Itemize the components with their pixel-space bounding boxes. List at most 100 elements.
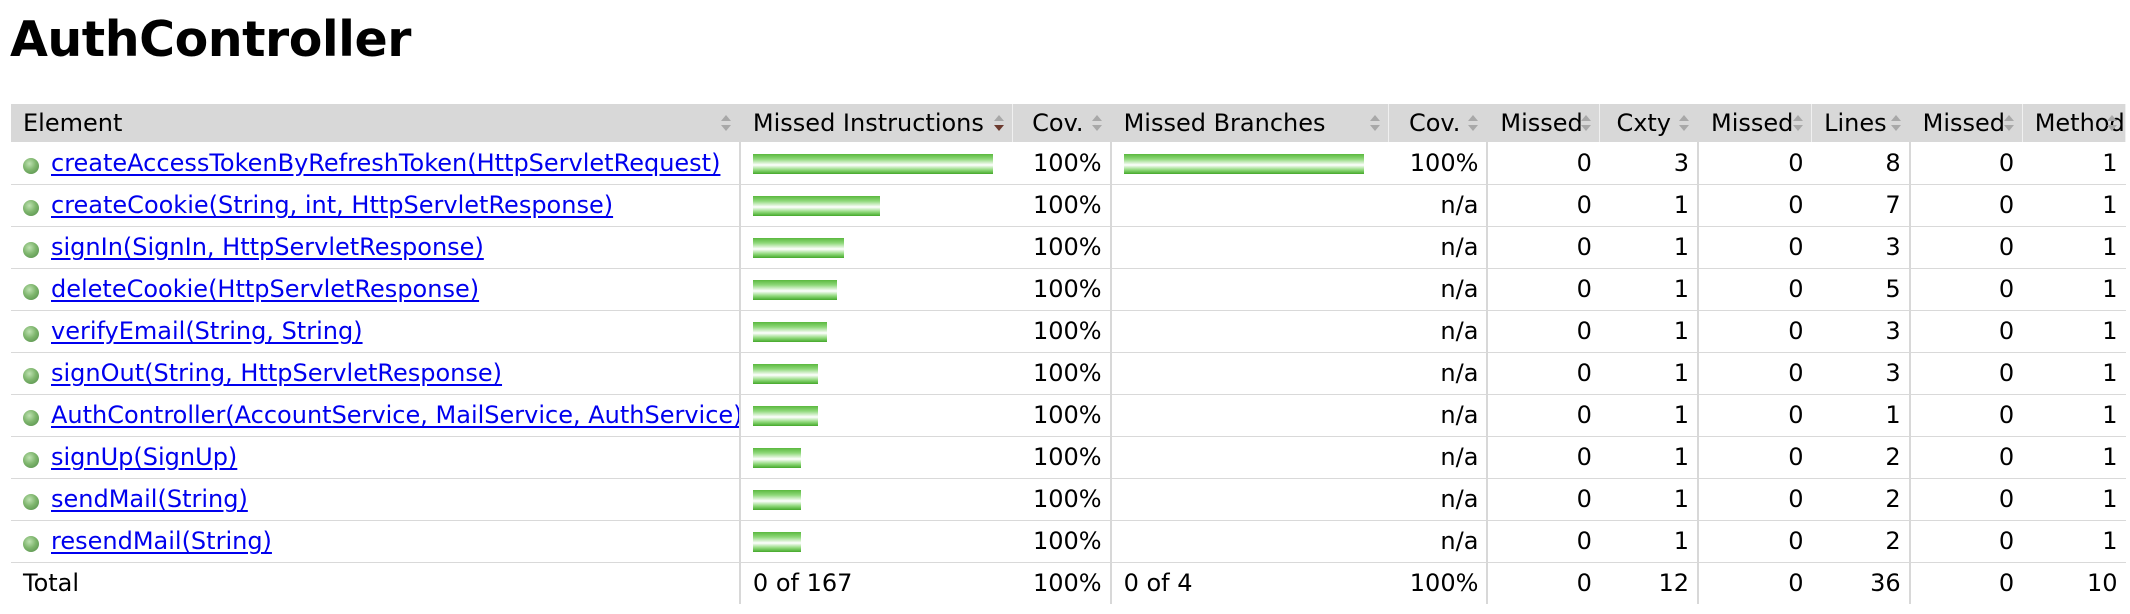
header-label: Missed bbox=[1922, 109, 2006, 137]
header-cov-branches[interactable]: Cov. bbox=[1388, 104, 1488, 142]
method-link[interactable]: createCookie(String, int, HttpServletRes… bbox=[51, 191, 614, 219]
sort-arrows-icon bbox=[2003, 115, 2014, 131]
header-missed-instructions[interactable]: Missed Instructions bbox=[738, 104, 1013, 142]
method-link[interactable]: AuthController(AccountService, MailServi… bbox=[51, 401, 740, 429]
method-link[interactable]: signOut(String, HttpServletResponse) bbox=[51, 359, 503, 387]
method-link[interactable]: resendMail(String) bbox=[51, 527, 272, 555]
total-instructions-coverage: 100% bbox=[1012, 561, 1111, 604]
table-row: verifyEmail(String, String) 100% n/a 0 1 0 3 0 1 bbox=[11, 310, 2126, 353]
header-methods[interactable]: Methods bbox=[2022, 104, 2127, 142]
missed-branches-cell bbox=[1109, 520, 1389, 563]
instructions-coverage-bar bbox=[752, 490, 801, 510]
missed-methods: 0 bbox=[1908, 394, 2023, 437]
missed-lines: 0 bbox=[1697, 352, 1812, 395]
table-row: signUp(SignUp) 100% n/a 0 1 0 2 0 1 bbox=[11, 436, 2126, 479]
header-missed-branches[interactable]: Missed Branches bbox=[1109, 104, 1389, 142]
sort-arrows-icon bbox=[1091, 115, 1102, 131]
missed-methods: 0 bbox=[1908, 478, 2023, 521]
lines: 2 bbox=[1811, 478, 1910, 521]
complexity: 3 bbox=[1599, 142, 1699, 185]
header-cov-instructions[interactable]: Cov. bbox=[1012, 104, 1112, 142]
branches-coverage: 100% bbox=[1388, 142, 1488, 185]
lines: 3 bbox=[1811, 352, 1910, 395]
header-label: Cov. bbox=[1032, 109, 1084, 137]
method-link[interactable]: signIn(SignIn, HttpServletResponse) bbox=[51, 233, 484, 261]
header-missed-lines[interactable]: Missed bbox=[1697, 104, 1813, 142]
branches-coverage: n/a bbox=[1388, 520, 1488, 563]
element-cell: sendMail(String) bbox=[11, 478, 740, 521]
missed-methods: 0 bbox=[1908, 268, 2023, 311]
sort-arrows-icon bbox=[2107, 115, 2117, 131]
table-row: signOut(String, HttpServletResponse) 100%… bbox=[11, 352, 2126, 395]
instructions-coverage-bar bbox=[752, 364, 818, 384]
method-link[interactable]: verifyEmail(String, String) bbox=[51, 317, 363, 345]
complexity: 1 bbox=[1599, 310, 1699, 353]
total-complexity: 12 bbox=[1599, 561, 1699, 604]
missed-branches-cell bbox=[1109, 268, 1389, 311]
element-cell: deleteCookie(HttpServletResponse) bbox=[11, 268, 740, 311]
missed-complexity: 0 bbox=[1486, 142, 1600, 185]
missed-methods: 0 bbox=[1908, 142, 2023, 185]
instructions-coverage: 100% bbox=[1012, 436, 1111, 479]
coverage-table: Element Missed Instructions Cov. Missed … bbox=[11, 104, 2127, 604]
element-cell: createCookie(String, int, HttpServletRes… bbox=[11, 184, 740, 227]
missed-methods: 0 bbox=[1908, 352, 2023, 395]
branches-coverage: n/a bbox=[1388, 184, 1488, 227]
table-row: AuthController(AccountService, MailServi… bbox=[11, 394, 2126, 437]
header-label: Missed bbox=[1500, 109, 1583, 137]
missed-complexity: 0 bbox=[1486, 226, 1600, 269]
missed-methods: 0 bbox=[1908, 310, 2023, 353]
green-dot-icon bbox=[23, 536, 39, 552]
missed-instructions-cell bbox=[738, 226, 1013, 269]
header-label: Cxty bbox=[1616, 109, 1672, 137]
methods: 1 bbox=[2022, 310, 2126, 353]
missed-instructions-cell bbox=[738, 394, 1013, 437]
header-label: Methods bbox=[2034, 109, 2125, 137]
complexity: 1 bbox=[1599, 226, 1699, 269]
sort-arrows-icon bbox=[1793, 115, 1804, 131]
branches-coverage: n/a bbox=[1388, 310, 1488, 353]
instructions-coverage-bar bbox=[752, 153, 993, 174]
methods: 1 bbox=[2022, 520, 2126, 563]
header-label: Missed bbox=[1711, 109, 1794, 137]
missed-branches-cell bbox=[1109, 478, 1389, 521]
lines: 2 bbox=[1811, 520, 1910, 563]
branches-coverage: n/a bbox=[1388, 478, 1488, 521]
missed-instructions-cell bbox=[738, 268, 1013, 311]
header-complexity[interactable]: Cxty bbox=[1599, 104, 1699, 142]
methods: 1 bbox=[2022, 268, 2126, 311]
sort-arrows-icon bbox=[1369, 115, 1380, 131]
missed-lines: 0 bbox=[1697, 520, 1812, 563]
table-row: sendMail(String) 100% n/a 0 1 0 2 0 1 bbox=[11, 478, 2126, 521]
element-cell: AuthController(AccountService, MailServi… bbox=[11, 394, 740, 437]
green-dot-icon bbox=[23, 157, 39, 174]
green-dot-icon bbox=[23, 410, 39, 426]
complexity: 1 bbox=[1599, 352, 1699, 395]
header-missed-methods[interactable]: Missed bbox=[1908, 104, 2023, 142]
header-label: Lines bbox=[1824, 109, 1887, 137]
instructions-coverage-bar bbox=[752, 280, 837, 300]
instructions-coverage: 100% bbox=[1012, 352, 1111, 395]
header-lines[interactable]: Lines bbox=[1811, 104, 1911, 142]
sort-arrows-icon bbox=[1679, 115, 1690, 131]
method-link[interactable]: deleteCookie(HttpServletResponse) bbox=[51, 275, 480, 303]
method-link[interactable]: createAccessTokenByRefreshToken(HttpServ… bbox=[51, 148, 721, 177]
element-cell: signUp(SignUp) bbox=[11, 436, 740, 479]
branches-coverage: n/a bbox=[1388, 268, 1488, 311]
missed-lines: 0 bbox=[1697, 394, 1812, 437]
total-methods: 10 bbox=[2022, 561, 2126, 604]
header-label: Missed Instructions bbox=[752, 109, 984, 137]
header-missed-complexity[interactable]: Missed bbox=[1486, 104, 1601, 142]
method-link[interactable]: signUp(SignUp) bbox=[51, 443, 238, 471]
header-element[interactable]: Element bbox=[11, 104, 741, 142]
instructions-coverage: 100% bbox=[1012, 226, 1111, 269]
method-link[interactable]: sendMail(String) bbox=[51, 485, 248, 513]
green-dot-icon bbox=[23, 452, 39, 468]
instructions-coverage: 100% bbox=[1012, 520, 1111, 563]
complexity: 1 bbox=[1599, 394, 1699, 437]
instructions-coverage-bar bbox=[752, 448, 801, 468]
missed-lines: 0 bbox=[1697, 184, 1812, 227]
total-missed-branches: 0 of 4 bbox=[1109, 561, 1389, 604]
missed-lines: 0 bbox=[1697, 268, 1812, 311]
missed-complexity: 0 bbox=[1486, 394, 1600, 437]
